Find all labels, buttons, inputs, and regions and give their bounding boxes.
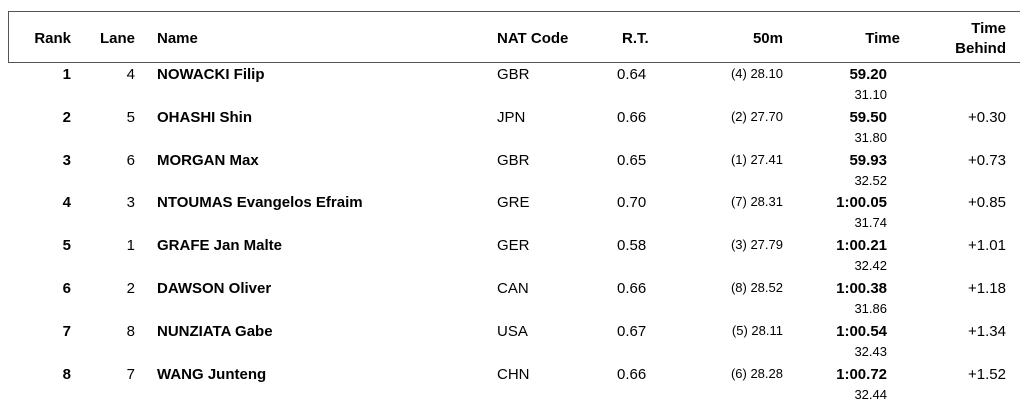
cell-time: 1:00.54: [836, 322, 887, 340]
cell-split2: 32.44: [854, 386, 887, 402]
cell-split50: (4) 28.10: [730, 66, 783, 81]
table-row: 1 4 NOWACKI Filip GBR 0.64 (4) 28.10 59.20 31.1…: [0, 66, 1024, 109]
cell-name: NTOUMAS Evangelos Efraim: [157, 194, 363, 212]
header-50m: 50m: [752, 30, 783, 47]
table-row: 3 6 MORGAN Max GBR 0.65 (1) 27.41 59.93 32.52 +0…: [0, 152, 1024, 195]
cell-split50: (2) 27.70: [730, 108, 783, 124]
header-rank: Rank: [34, 30, 71, 47]
cell-nat: JPN: [497, 108, 526, 126]
cell-lane: 2: [126, 280, 135, 297]
cell-time: 1:00.38: [836, 280, 887, 297]
cell-behind: +1.01: [968, 237, 1006, 255]
cell-rank: 5: [62, 237, 71, 255]
cell-split2: 32.43: [854, 343, 887, 359]
cell-nat: CAN: [497, 280, 529, 297]
cell-rank: 7: [62, 322, 71, 340]
cell-nat: USA: [497, 322, 528, 340]
cell-rank: 1: [62, 66, 71, 83]
cell-behind: +1.18: [968, 280, 1006, 297]
table-row: 5 1 GRAFE Jan Malte GER 0.58 (3) 27.79 1:00.21…: [0, 237, 1024, 280]
table-row: 2 5 OHASHI Shin JPN 0.66 (2) 27.70 59.50 31.80 +…: [0, 109, 1024, 152]
cell-rank: 4: [62, 194, 71, 212]
header-nat: NAT Code: [497, 30, 569, 47]
cell-lane: 7: [126, 365, 135, 383]
cell-name: WANG Junteng: [157, 365, 267, 383]
cell-lane: 8: [126, 322, 135, 340]
cell-lane: 1: [126, 237, 135, 255]
cell-nat: GBR: [497, 151, 530, 169]
header-name: Name: [157, 30, 198, 47]
cell-split50: (1) 27.41: [730, 151, 783, 167]
cell-split50: (6) 28.28: [730, 365, 783, 381]
cell-time: 1:00.21: [836, 237, 887, 255]
cell-rank: 3: [62, 151, 71, 169]
cell-time: 59.50: [849, 108, 887, 126]
cell-rt: 0.58: [617, 237, 647, 255]
cell-rt: 0.66: [617, 280, 647, 297]
header-behind-2: Behind: [955, 40, 1006, 57]
cell-time: 59.20: [849, 66, 887, 83]
cell-rt: 0.70: [617, 194, 647, 212]
header-time: Time: [865, 30, 900, 47]
cell-rank: 8: [62, 365, 71, 383]
cell-split2: 31.74: [854, 215, 887, 231]
cell-rt: 0.67: [617, 322, 647, 340]
cell-rt: 0.64: [617, 66, 647, 83]
cell-name: NUNZIATA Gabe: [157, 322, 273, 340]
cell-name: GRAFE Jan Malte: [157, 237, 283, 255]
cell-behind: +0.85: [968, 194, 1006, 212]
cell-split2: 32.52: [854, 172, 887, 188]
cell-nat: GBR: [497, 66, 530, 83]
cell-split2: 31.10: [854, 87, 887, 102]
cell-split2: 31.86: [854, 301, 887, 316]
table-row: 4 3 NTOUMAS Evangelos Efraim GRE 0.70 (7) 28.…: [0, 194, 1024, 237]
cell-time: 59.93: [849, 151, 887, 169]
cell-behind: +1.34: [968, 322, 1006, 340]
cell-split2: 31.80: [854, 129, 887, 145]
header-lane: Lane: [99, 30, 135, 47]
cell-split2: 32.42: [854, 258, 887, 274]
table-row: 6 2 DAWSON Oliver CAN 0.66 (8) 28.52 1:00.38 31…: [0, 280, 1024, 323]
table-row: 8 7 WANG Junteng CHN 0.66 (6) 28.28 1:00.72 32.…: [0, 366, 1024, 409]
cell-behind: +0.73: [968, 151, 1006, 169]
cell-name: OHASHI Shin: [157, 108, 253, 126]
cell-nat: GRE: [497, 194, 530, 212]
cell-split50: (3) 27.79: [730, 237, 783, 253]
table-header: [8, 11, 1020, 63]
cell-rt: 0.65: [617, 151, 647, 169]
cell-lane: 4: [126, 66, 135, 83]
header-behind-1: Time: [971, 20, 1006, 37]
cell-behind: +1.52: [968, 365, 1006, 383]
cell-nat: CHN: [497, 365, 530, 383]
cell-name: DAWSON Oliver: [157, 280, 272, 297]
cell-lane: 3: [126, 194, 135, 212]
cell-split50: (5) 28.11: [731, 322, 783, 338]
cell-rank: 6: [62, 280, 71, 297]
cell-name: NOWACKI Filip: [157, 66, 265, 83]
cell-split50: (7) 28.31: [730, 194, 783, 210]
cell-rt: 0.66: [617, 108, 647, 126]
cell-time: 1:00.72: [836, 365, 887, 383]
cell-rank: 2: [62, 108, 71, 126]
cell-name: MORGAN Max: [157, 151, 259, 169]
cell-split50: (8) 28.52: [730, 280, 783, 295]
cell-lane: 6: [126, 151, 135, 169]
cell-lane: 5: [126, 108, 135, 126]
cell-time: 1:00.05: [836, 194, 887, 212]
cell-rt: 0.66: [617, 365, 647, 383]
table-row: 7 8 NUNZIATA Gabe USA 0.67 (5) 28.11 1:00.54 32…: [0, 323, 1024, 366]
header-rt: R.T.: [622, 30, 649, 47]
cell-nat: GER: [497, 237, 530, 255]
cell-behind: +0.30: [968, 108, 1006, 126]
